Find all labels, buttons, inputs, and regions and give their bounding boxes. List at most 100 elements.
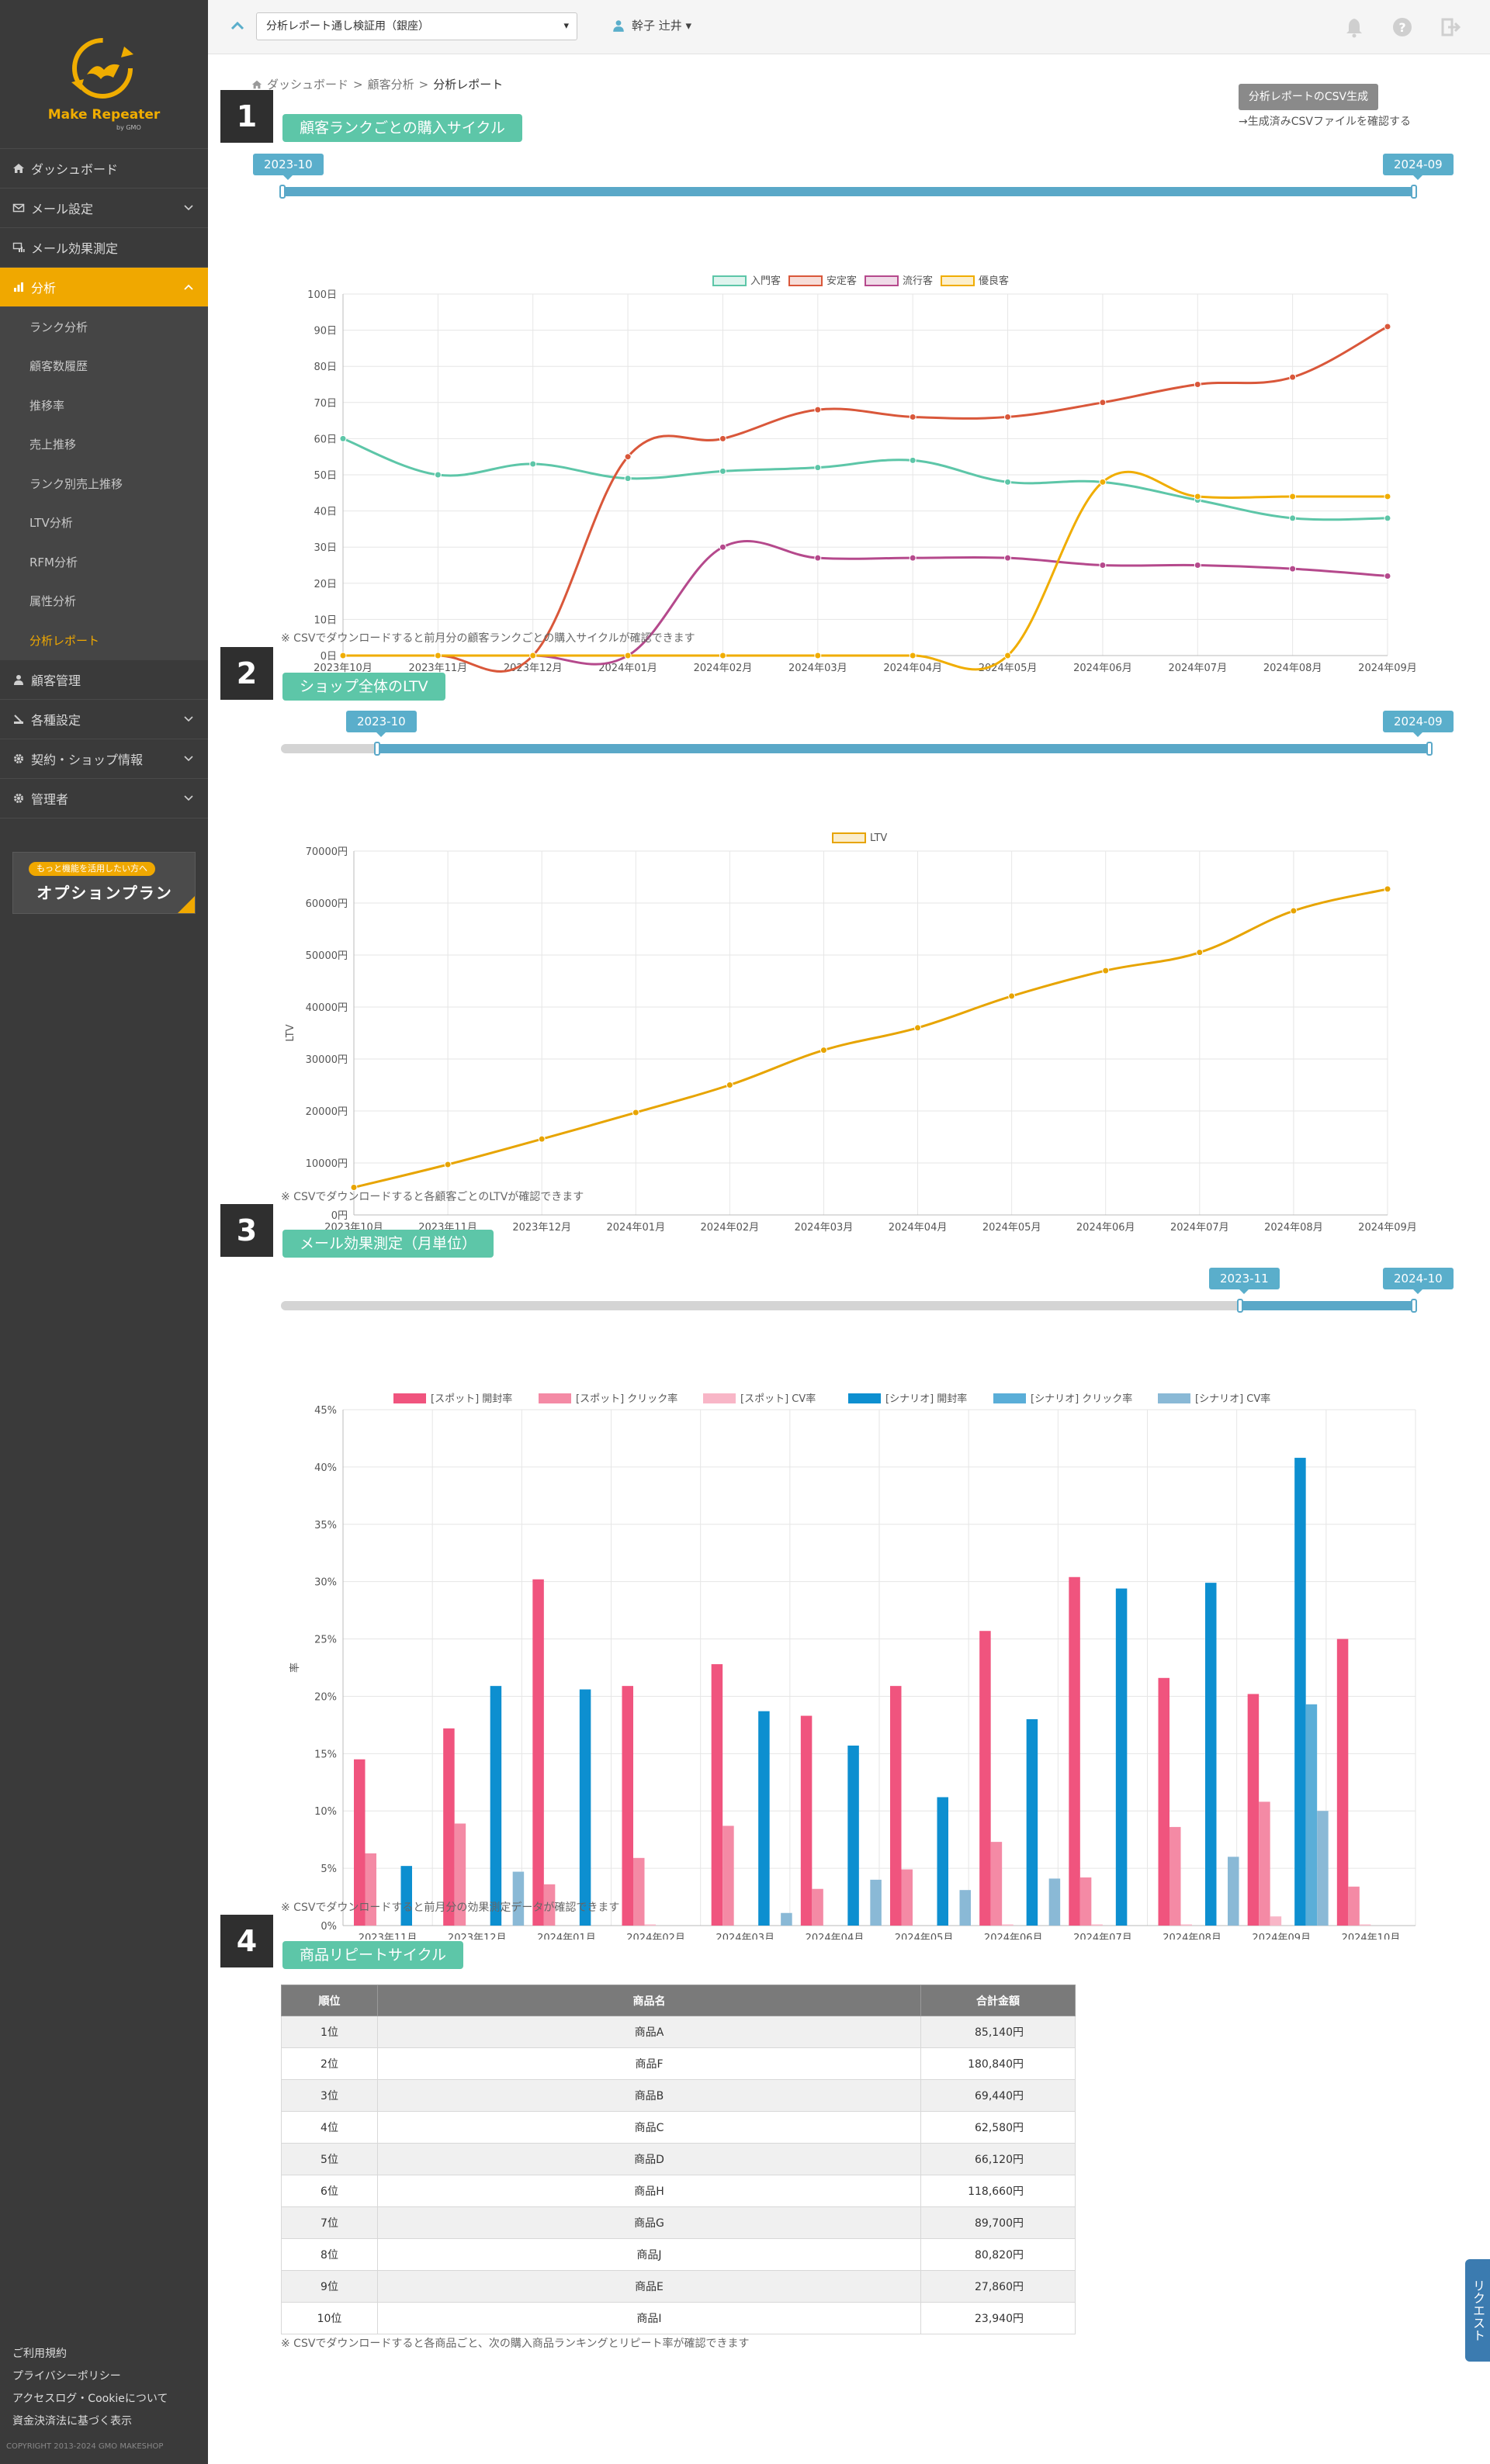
topbar: 分析レポート通し検証用（銀座） ▾ 幹子 辻井 ▾ ? [208,0,1490,54]
nav-mail-effect[interactable]: メール効果測定 [0,228,208,268]
range-slider-2-end-label: 2024-09 [1383,711,1454,737]
nav-various-settings[interactable]: 各種設定 [0,700,208,739]
range-slider-2-end-handle[interactable] [1426,742,1433,756]
x-tick-label: 2024年09月 [1358,663,1417,674]
total-amount-cell: 85,140円 [920,2016,1076,2048]
data-point-0-11 [1384,514,1391,522]
option-plan-banner[interactable]: もっと機能を活用したい方へ オプションプラン [12,852,196,914]
help-icon[interactable]: ? [1391,16,1414,39]
data-point-2-8 [1099,562,1107,569]
nav-contract-shop[interactable]: 契約・ショップ情報 [0,739,208,779]
x-tick-label: 2024年07月 [1170,1222,1229,1234]
x-tick-label: 2024年04月 [883,663,942,674]
chevron-down-icon [184,794,193,801]
bar-5-10 [1317,1811,1329,1926]
section-title-product-repeat: 商品リピートサイクル [282,1941,464,1969]
range-slider-3-fill [1240,1301,1414,1310]
range-slider-3[interactable] [281,1301,1414,1310]
y-tick-label: 5% [321,1864,337,1875]
sub-attribute-analysis[interactable]: 属性分析 [0,581,208,621]
data-point-1-5 [814,406,822,414]
data-point-1-3 [624,453,632,461]
shop-select-value: 分析レポート通し検証用（銀座） [266,20,429,33]
y-tick-label: 100日 [307,289,337,301]
bar-3-5 [847,1745,859,1926]
sub-customer-history[interactable]: 顧客数履歴 [0,346,208,386]
x-tick-label: 2024年03月 [716,1933,774,1940]
x-tick-label: 2024年05月 [895,1933,954,1940]
csv-files-link[interactable]: →生成済みCSVファイルを確認する [1239,116,1411,128]
breadcrumb-dashboard[interactable]: ダッシュボード [267,78,349,92]
range-slider-1-fill [281,187,1414,196]
data-point-0-8 [1102,967,1110,974]
sub-rank-sales-trend[interactable]: ランク別売上推移 [0,464,208,504]
collapse-icon[interactable] [228,17,247,36]
x-tick-label: 2024年08月 [1263,663,1322,674]
nav-admin-label: 管理者 [31,791,69,807]
shop-select[interactable]: 分析レポート通し検証用（銀座） ▾ [256,12,577,40]
legend-swatch-2-5 [1158,1393,1190,1403]
total-amount-cell: 69,440円 [920,2079,1076,2112]
y-tick-label: 60日 [314,434,337,445]
data-point-3-11 [1384,493,1391,500]
privacy-link[interactable]: プライバシーポリシー [12,2370,121,2383]
x-tick-label: 2024年01月 [606,1222,665,1234]
y-tick-label: 0円 [331,1210,348,1222]
sub-rank-analysis[interactable]: ランク分析 [0,307,208,347]
sidebar: Make Repeater by GMO ダッシュボード メール設定 メール効果… [0,0,208,2464]
nav-analysis[interactable]: 分析 [0,268,208,307]
sub-rfm-analysis[interactable]: RFM分析 [0,542,208,582]
range-slider-3-end-handle[interactable] [1411,1299,1417,1313]
logout-icon[interactable] [1439,16,1462,39]
bar-2-11 [1359,1924,1371,1926]
table-row: 10位 商品I 23,940円 [281,2302,1076,2334]
user-name: 幹子 辻井 ▾ [632,19,692,33]
range-slider-2-start-handle[interactable] [374,742,380,756]
nav-admin[interactable]: 管理者 [0,779,208,818]
nav-dashboard-label: ダッシュボード [31,162,119,177]
payment-law-link[interactable]: 資金決済法に基づく表示 [12,2415,132,2428]
range-slider-1-end-handle[interactable] [1411,185,1417,199]
series-line-2 [343,539,1388,666]
nav-customer-management[interactable]: 顧客管理 [0,660,208,700]
csv-generate-button[interactable]: 分析レポートのCSV生成 [1239,84,1378,110]
logo-area[interactable]: Make Repeater by GMO [0,0,208,149]
request-tab[interactable]: リクエスト [1465,2259,1490,2362]
sub-analysis-report[interactable]: 分析レポート [0,621,208,660]
cookie-link[interactable]: アクセスログ・Cookieについて [12,2393,168,2405]
product-name-cell: 商品J [377,2238,921,2271]
data-point-3-10 [1289,493,1297,500]
x-tick-label: 2024年03月 [788,663,847,674]
bell-icon[interactable] [1343,16,1366,39]
x-tick-label: 2024年07月 [1073,1933,1132,1940]
section-number-2: 2 [220,647,273,700]
legend-label-2-2: [スポット] CV率 [740,1393,816,1405]
data-point-2-11 [1384,572,1391,580]
sub-ltv-analysis[interactable]: LTV分析 [0,503,208,542]
sub-transition-rate[interactable]: 推移率 [0,386,208,425]
user-menu[interactable]: 幹子 辻井 ▾ [612,17,691,33]
bar-0-3 [622,1686,633,1926]
range-slider-3-start-handle[interactable] [1237,1299,1243,1313]
total-amount-cell: 118,660円 [920,2175,1076,2207]
nav-dashboard[interactable]: ダッシュボード [0,149,208,189]
y-tick-label: 40日 [314,507,337,518]
data-point-0-1 [444,1161,452,1168]
bar-0-10 [1247,1694,1260,1926]
series-line-0 [353,888,1388,1189]
bar-2-3 [644,1924,656,1926]
terms-link[interactable]: ご利用規約 [12,2348,67,2360]
sub-sales-trend[interactable]: 売上推移 [0,424,208,464]
chevron-down-icon [184,715,193,722]
breadcrumb-customer-analysis[interactable]: 顧客分析 [367,78,414,92]
data-point-2-9 [1194,562,1201,569]
range-slider-1-start-handle[interactable] [279,185,286,199]
x-tick-label: 2023年10月 [314,663,372,674]
nav-mail-settings[interactable]: メール設定 [0,189,208,228]
data-point-3-5 [814,652,822,659]
legend-label-1-0: LTV [870,832,887,844]
series-line-0 [342,437,1388,521]
legend-swatch-0-1 [788,275,823,286]
y-tick-label: 50000円 [306,950,348,962]
table-row: 8位 商品J 80,820円 [281,2238,1076,2271]
